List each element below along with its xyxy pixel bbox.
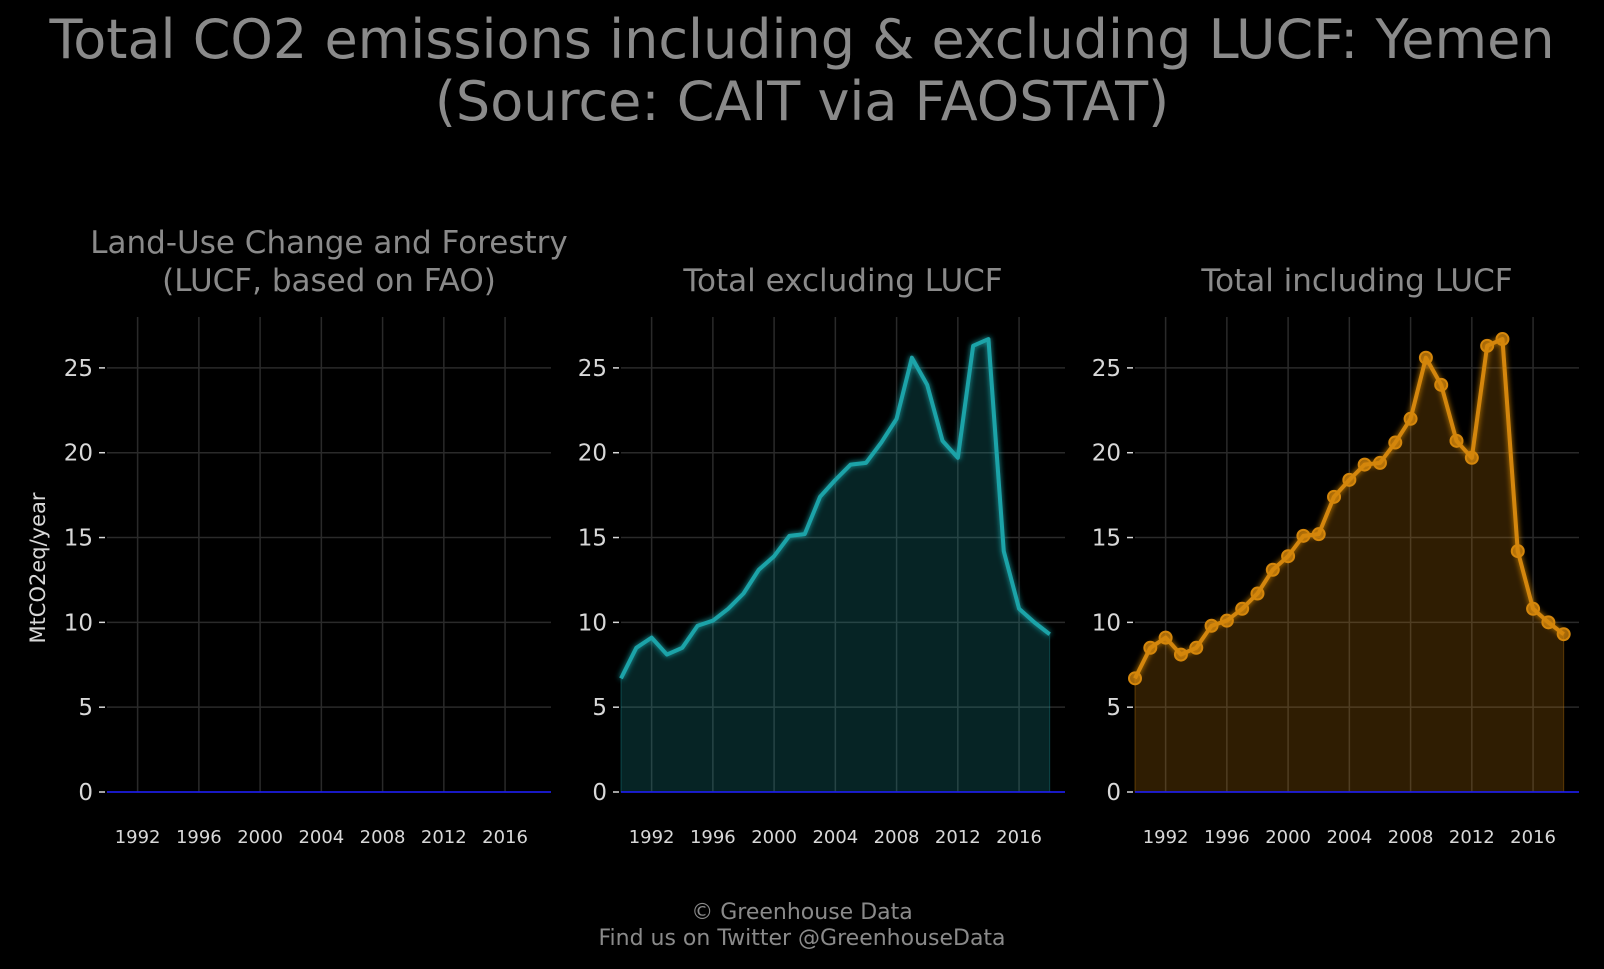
x-tick-label: 2004 [298, 827, 344, 848]
data-point [1296, 528, 1311, 543]
series-line [619, 337, 1051, 680]
x-tick-label: 2016 [996, 827, 1042, 848]
data-point [1250, 586, 1265, 601]
figure-title-line-2: (Source: CAIT via FAOSTAT) [434, 70, 1170, 133]
data-point [1495, 332, 1510, 347]
data-point [1357, 457, 1372, 472]
panel-3-title-line-1: Total including LUCF [1200, 263, 1512, 299]
data-point [1372, 455, 1387, 470]
panel-2-title-line-1: Total excluding LUCF [682, 263, 1002, 299]
y-tick-label: 10 [578, 610, 607, 636]
data-point [1510, 544, 1525, 559]
y-axis-label: MtCO2eq/year [26, 492, 50, 643]
y-tick-label: 15 [578, 526, 607, 552]
y-tick-label: 20 [1092, 441, 1121, 467]
footer-twitter: Find us on Twitter @GreenhouseData [598, 926, 1006, 951]
x-tick-label: 2000 [751, 827, 797, 848]
x-tick-label: 2008 [874, 827, 920, 848]
y-tick-label: 0 [78, 780, 93, 806]
data-point [1480, 338, 1495, 353]
data-point [1342, 472, 1357, 487]
data-point [1265, 562, 1280, 577]
data-point [1173, 647, 1188, 662]
y-tick-label: 5 [592, 695, 607, 721]
x-tick-label: 2008 [360, 827, 406, 848]
data-point [1204, 618, 1219, 633]
x-tick-label: 1992 [115, 827, 161, 848]
chart-panel-1: Land-Use Change and Forestry(LUCF, based… [64, 225, 568, 848]
x-tick-label: 2004 [1326, 827, 1372, 848]
data-point [1219, 613, 1234, 628]
y-tick-label: 0 [1106, 780, 1121, 806]
x-tick-label: 2012 [421, 827, 467, 848]
data-point [1128, 671, 1142, 686]
y-tick-label: 15 [64, 526, 93, 552]
y-tick-label: 10 [1092, 610, 1121, 636]
x-tick-label: 2008 [1388, 827, 1434, 848]
chart-panel-3: Total including LUCF 0 5 10 15 20 25 1992 1996 20… [1092, 263, 1579, 848]
data-point [1434, 377, 1449, 392]
data-point [1464, 450, 1479, 465]
y-tick-label: 15 [1092, 526, 1121, 552]
y-tick-label: 25 [64, 356, 93, 382]
y-tick-label: 20 [578, 441, 607, 467]
x-tick-label: 1992 [1143, 827, 1189, 848]
y-tick-label: 10 [64, 610, 93, 636]
data-point [1235, 601, 1250, 616]
data-point [1556, 627, 1571, 642]
x-tick-label: 1992 [629, 827, 675, 848]
x-tick-label: 1996 [690, 827, 736, 848]
chart-panel-2: Total excluding LUCF 0 5 10 15 20 25 1992 1996 20… [578, 263, 1065, 848]
x-tick-label: 2012 [1449, 827, 1495, 848]
data-point [1281, 549, 1296, 564]
data-point [1403, 411, 1418, 426]
data-point [1143, 640, 1158, 655]
figure-title-line-1: Total CO2 emissions including & excludin… [49, 8, 1555, 71]
y-tick-label: 5 [1106, 695, 1121, 721]
x-tick-label: 1996 [176, 827, 222, 848]
x-tick-label: 2004 [812, 827, 858, 848]
x-tick-label: 2000 [1265, 827, 1311, 848]
x-tick-label: 2012 [935, 827, 981, 848]
y-tick-label: 20 [64, 441, 93, 467]
data-point [1449, 433, 1464, 448]
y-tick-label: 25 [1092, 356, 1121, 382]
data-point [1158, 630, 1173, 645]
data-point [1311, 527, 1326, 542]
x-tick-label: 2016 [482, 827, 528, 848]
panel-1-title-line-1: Land-Use Change and Forestry [90, 225, 568, 261]
data-point [1541, 615, 1556, 630]
x-tick-label: 1996 [1204, 827, 1250, 848]
y-tick-label: 0 [592, 780, 607, 806]
y-tick-label: 25 [578, 356, 607, 382]
x-tick-label: 2016 [1510, 827, 1556, 848]
footer-copyright: © Greenhouse Data [691, 900, 913, 925]
data-point [1526, 601, 1541, 616]
panel-1-title-line-2: (LUCF, based on FAO) [162, 263, 496, 299]
data-point [1327, 489, 1342, 504]
x-tick-label: 2000 [237, 827, 283, 848]
data-point [1418, 350, 1433, 365]
data-point [1388, 435, 1403, 450]
y-tick-label: 5 [78, 695, 93, 721]
data-point [1189, 640, 1204, 655]
